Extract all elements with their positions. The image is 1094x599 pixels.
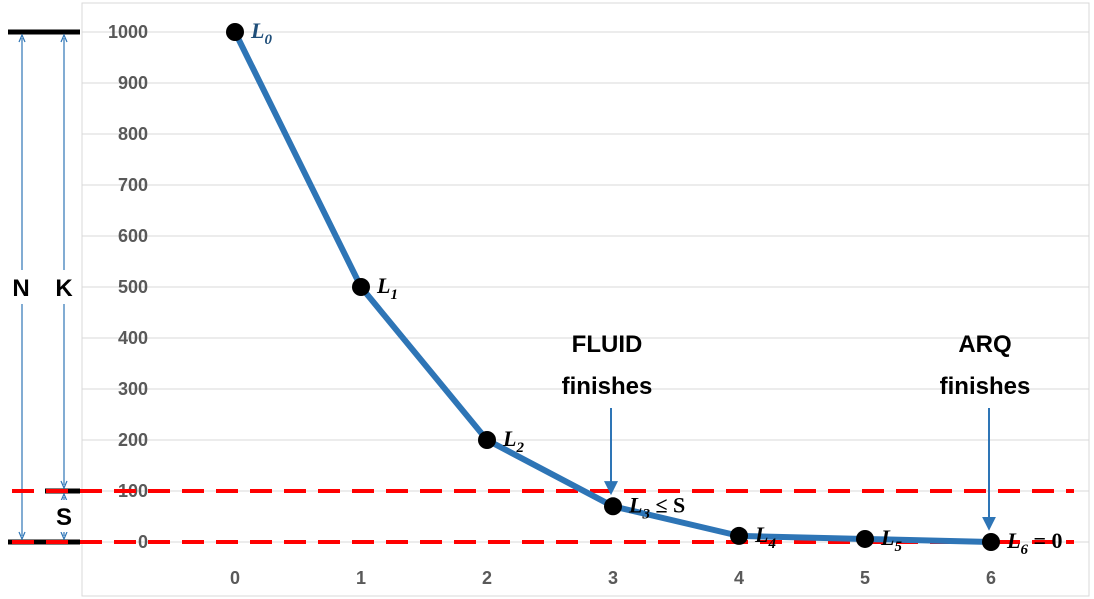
- x-tick-label: 4: [734, 568, 744, 588]
- x-tick-label: 1: [356, 568, 366, 588]
- y-tick-label: 200: [118, 430, 148, 450]
- k-label: K: [55, 275, 73, 302]
- x-tick-label: 5: [860, 568, 870, 588]
- annotation-text: FLUID: [572, 331, 643, 358]
- grid: [82, 31, 1089, 543]
- data-point: [982, 533, 1000, 551]
- annotation-text: ARQ: [958, 331, 1011, 358]
- x-tick-label: 6: [986, 568, 996, 588]
- n-label: N: [12, 275, 29, 302]
- y-tick-label: 0: [138, 532, 148, 552]
- n-arrow-head-top: [18, 33, 26, 43]
- annotation-text: finishes: [562, 373, 653, 400]
- data-point: [730, 526, 748, 545]
- data-point: [352, 278, 370, 296]
- data-point: [856, 529, 874, 548]
- point-label: L2: [502, 426, 524, 456]
- point-label: L1: [376, 273, 398, 303]
- s-label: S: [56, 504, 72, 531]
- point-label: L0: [250, 18, 272, 48]
- side-brackets: N K S: [6, 29, 80, 545]
- y-tick-label: 300: [118, 379, 148, 399]
- point-label: L3 ≤ S: [628, 492, 685, 522]
- k-arrow-head-bottom: [60, 480, 68, 490]
- s-label-bg: [50, 500, 78, 532]
- reference-lines: [12, 489, 1074, 544]
- annotations: FLUID finishes ARQ finishes: [562, 331, 1031, 531]
- data-point: [604, 497, 622, 516]
- y-tick-label: 500: [118, 277, 148, 297]
- n-label-bg: [6, 270, 38, 304]
- y-tick-label: 1000: [108, 22, 148, 42]
- x-axis-ticks: 0 1 2 3 4 5 6: [230, 568, 996, 588]
- y-tick-label: 400: [118, 328, 148, 348]
- n-arrow-head-bottom: [18, 531, 26, 541]
- y-tick-label: 600: [118, 226, 148, 246]
- s-arrow-head-bottom: [60, 531, 68, 541]
- point-label: L5: [880, 525, 902, 555]
- y-tick-label: 800: [118, 124, 148, 144]
- k-label-bg: [50, 270, 80, 304]
- x-tick-label: 3: [608, 568, 618, 588]
- annotation-text: finishes: [940, 373, 1031, 400]
- plot-frame: [81, 2, 1090, 597]
- data-points: [226, 23, 1000, 551]
- y-tick-label: 700: [118, 175, 148, 195]
- x-tick-label: 2: [482, 568, 492, 588]
- x-tick-label: 0: [230, 568, 240, 588]
- data-point: [478, 431, 496, 449]
- k-arrow-head-top: [60, 33, 68, 43]
- point-label: L6 = 0: [1006, 528, 1063, 558]
- y-tick-label: 900: [118, 73, 148, 93]
- s-arrow-head-top: [60, 492, 68, 502]
- point-labels: L0 L1 L2 L3 ≤ S L4 L5 L6 = 0: [250, 18, 1063, 558]
- point-label: L4: [754, 522, 776, 552]
- data-point: [226, 23, 244, 41]
